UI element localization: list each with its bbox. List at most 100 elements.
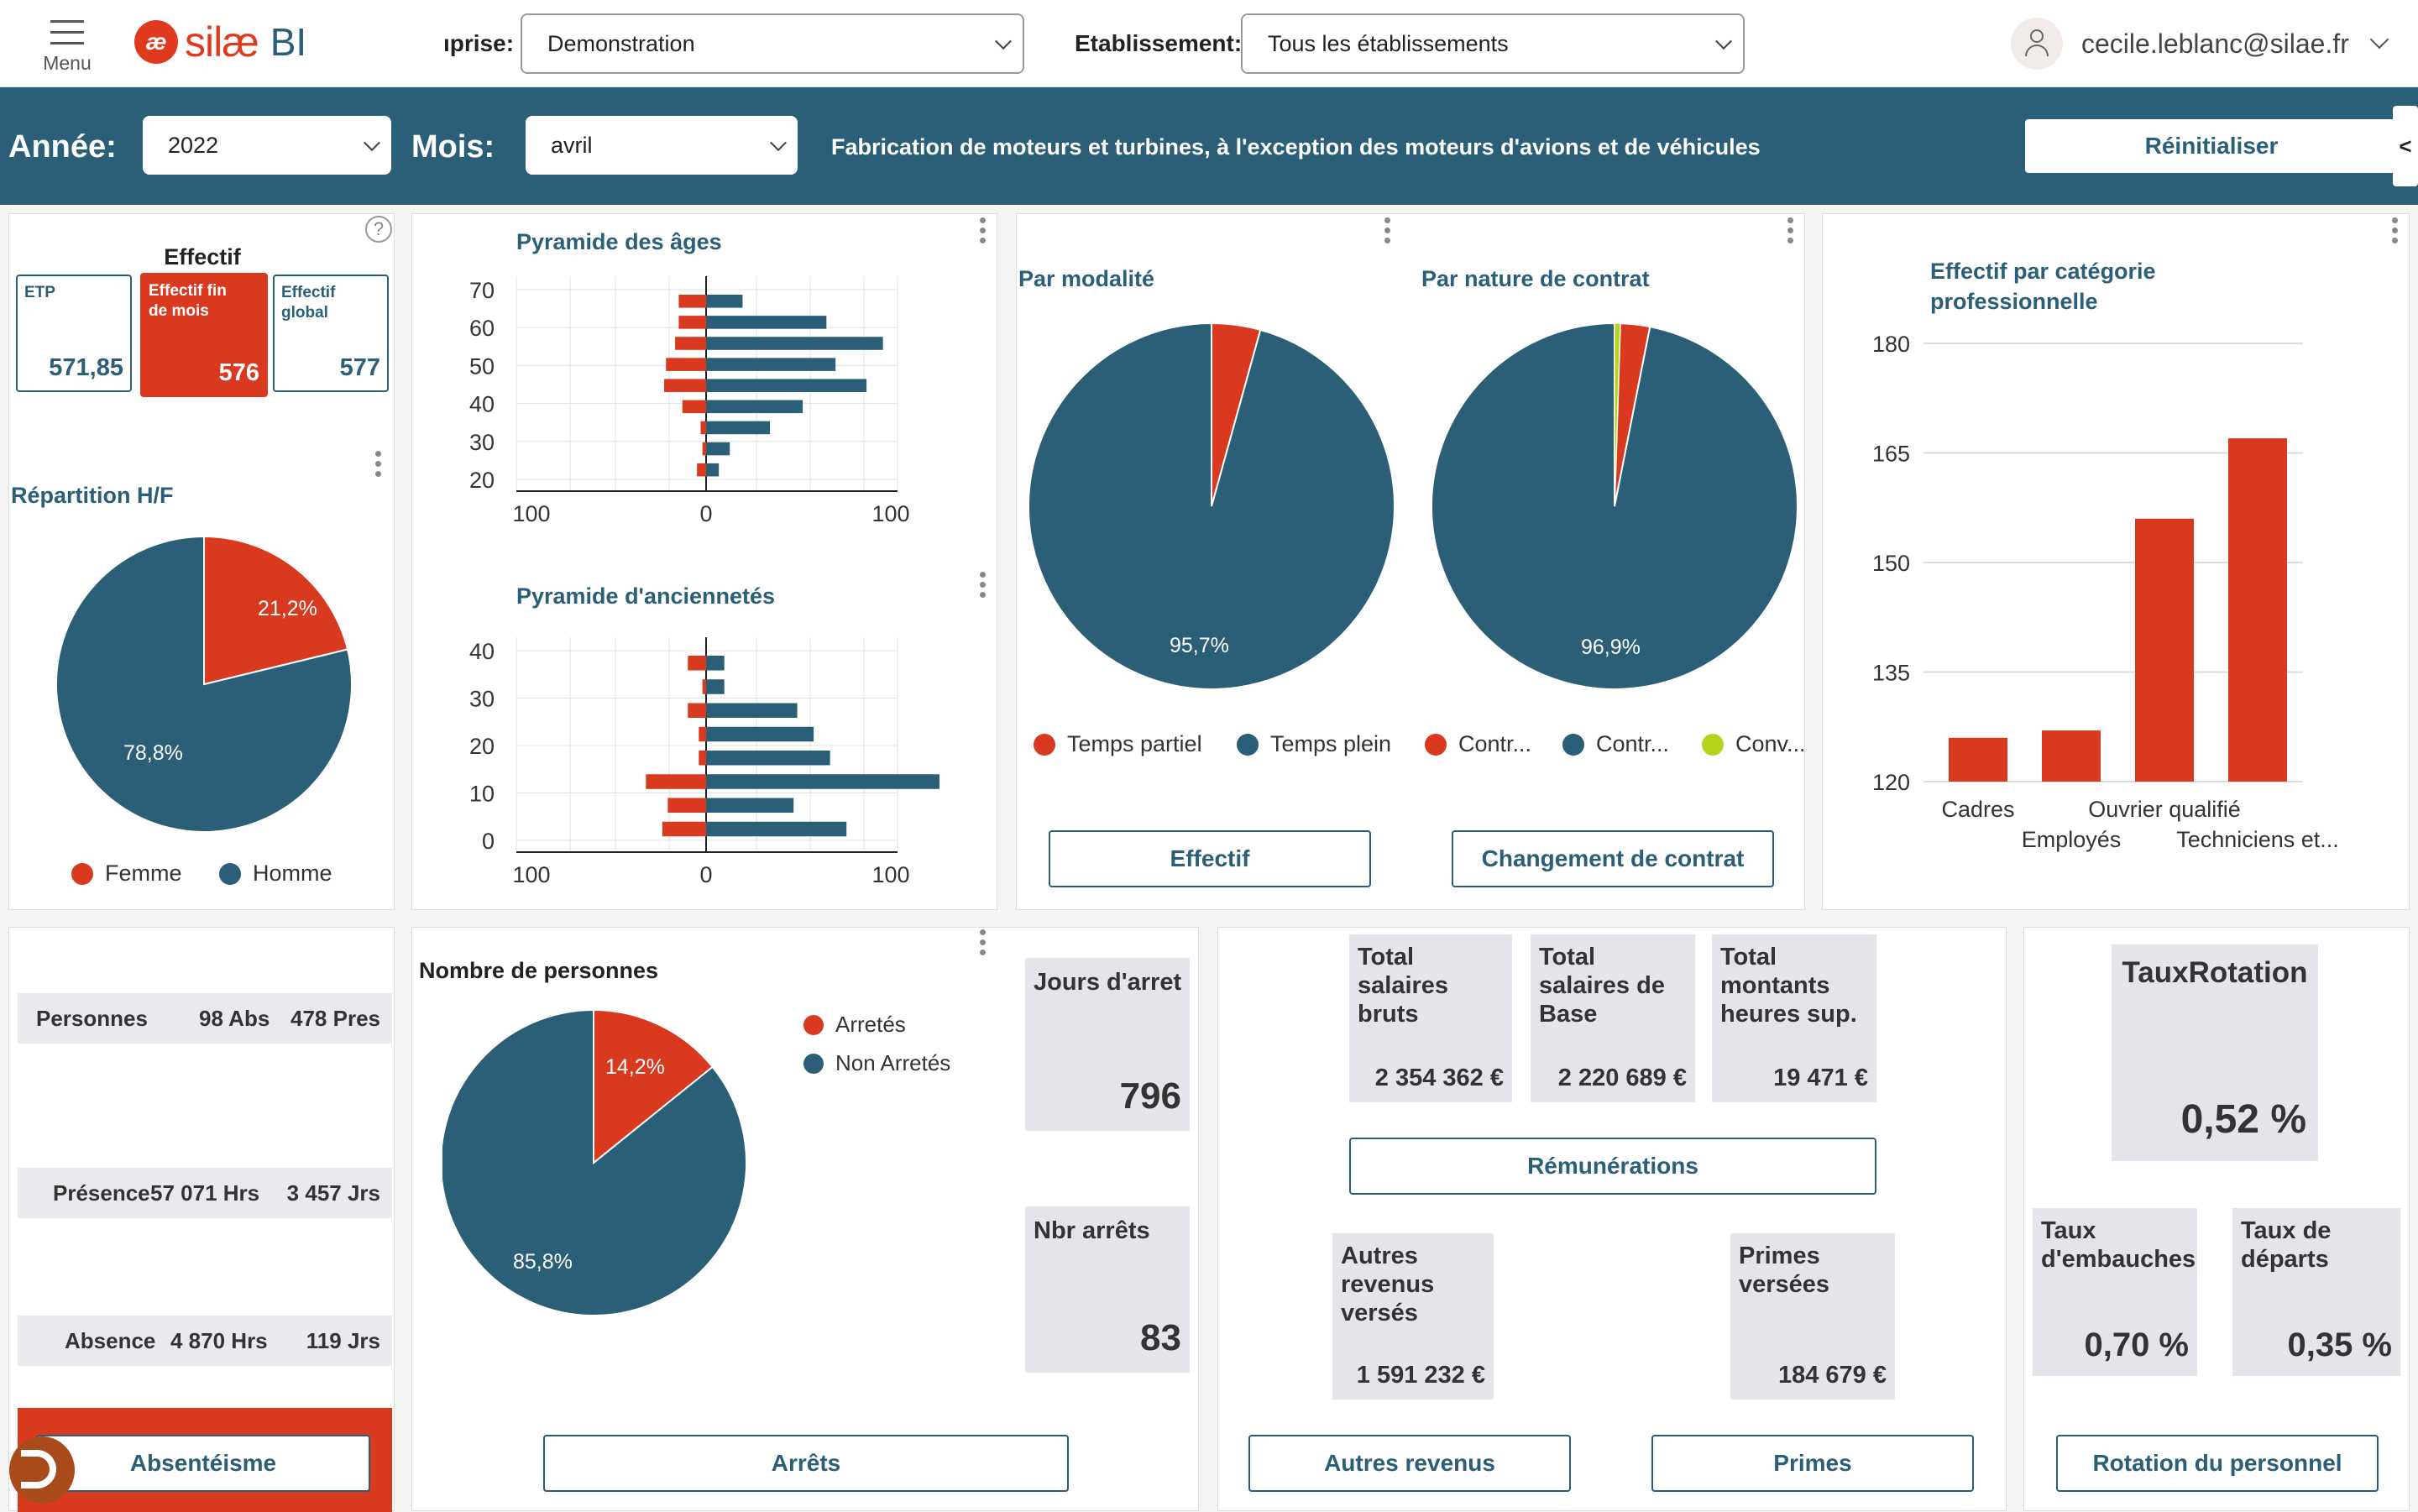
effectif-button[interactable]: Effectif [1049,830,1371,887]
bar-female [699,726,706,742]
x-tick-label: 100 [512,501,550,526]
legend-arretes[interactable]: Arretés [803,1012,906,1038]
bar-2 [2042,730,2101,782]
legend-non-arretes[interactable]: Non Arretés [803,1050,950,1076]
user-menu[interactable]: cecile.leblanc@silae.fr [2011,17,2389,71]
legend-homme[interactable]: Homme [219,861,332,887]
entreprise-select[interactable]: Demonstration [521,13,1024,74]
menu-button[interactable]: Menu [34,15,101,76]
kpi-fin-value: 576 [218,359,259,386]
kebab-menu-icon[interactable] [1787,217,1794,246]
collapse-sidebar-button[interactable]: < [2393,106,2418,186]
y-tick-label: 165 [1872,442,1910,467]
y-tick-label: 135 [1872,661,1910,686]
bar-male [706,656,725,671]
pie-slice-arretes [593,1010,714,1165]
pyramide-ages-chart: 70 60 50 40 30 20 100 0 100 [469,276,910,526]
kpi-etp[interactable]: ETP 571,85 [16,275,132,392]
taux-embauches-label: Taux d'embauches [2041,1217,2196,1273]
annee-select[interactable]: 2022 [143,116,391,175]
legend-homme-label: Homme [253,861,332,886]
presence-hrs: 57 071 Hrs [150,1180,260,1206]
bar-male [706,316,827,329]
kebab-menu-icon[interactable] [980,929,987,958]
bar-female [682,400,706,414]
logo-bi: BI [270,20,307,64]
changement-contrat-button[interactable]: Changement de contrat [1452,830,1774,887]
arrets-button[interactable]: Arrêts [543,1435,1069,1492]
entreprise-value: Demonstration [547,30,695,56]
y-tick-label: 60 [469,316,495,341]
legend-contrat-2[interactable]: Contr... [1562,731,1669,757]
legend-temps-partiel[interactable]: Temps partiel [1034,731,1202,757]
kebab-menu-icon[interactable] [1384,217,1391,246]
pyramides-panel: Pyramide des âges 70 60 50 40 30 20 100 0 100 Py… [411,213,997,910]
mois-value: avril [551,132,593,158]
bar-female [646,774,706,789]
y-tick-label: 150 [1872,551,1910,576]
autres-revenus-button[interactable]: Autres revenus [1248,1435,1571,1492]
legend-temps-plein[interactable]: Temps plein [1237,731,1391,757]
bar-4 [2228,438,2287,782]
salaires-base-card: Total salaires de Base 2 220 689 € [1531,934,1695,1102]
primes-button[interactable]: Primes [1651,1435,1974,1492]
absenteisme-button[interactable]: Absentéisme [36,1435,370,1492]
modalite-pie: 95,7% [1028,322,1395,690]
mois-label: Mois: [411,129,495,165]
kpi-effectif-fin[interactable]: Effectif fin de mois 576 [140,273,268,397]
bar-female [702,442,706,456]
kpi-effectif-global[interactable]: Effectif global 577 [273,275,389,392]
y-tick-label: 0 [482,829,495,854]
legend-femme-label: Femme [105,861,182,886]
bar-male [706,421,770,435]
bar-male [706,703,798,719]
y-tick-label: 10 [469,782,495,807]
pie-label-femme: 21,2% [258,597,317,620]
pie-label-temps-plein: 95,7% [1170,634,1229,657]
rotation-panel: TauxRotation 0,52 % Taux d'embauches 0,7… [2023,927,2410,1511]
etablissement-select[interactable]: Tous les établissements [1241,13,1745,74]
taux-rotation-value: 0,52 % [2180,1097,2306,1142]
taux-rotation-label: TauxRotation [2122,956,2308,989]
y-tick-label: 30 [469,687,495,712]
taux-embauches-card: Taux d'embauches 0,70 % [2033,1208,2197,1376]
x-tick-label: 100 [512,862,550,887]
entreprise-label: ıprise: [443,30,515,56]
rotation-personnel-button[interactable]: Rotation du personnel [2056,1435,2379,1492]
legend-non-arretes-label: Non Arretés [835,1050,951,1075]
x-tick-label: Employés [2022,827,2122,852]
mois-select[interactable]: avril [526,116,798,175]
bar-female [667,798,706,814]
kebab-menu-icon[interactable] [980,572,987,600]
legend-arretes-label: Arretés [835,1012,906,1037]
x-tick-label: Cadres [1941,797,2014,822]
salaires-bruts-card: Total salaires bruts 2 354 362 € [1349,934,1512,1102]
bar-female [702,679,706,694]
legend-convention[interactable]: Conv... [1702,731,1806,757]
taux-embauches-value: 0,70 % [2084,1326,2189,1363]
legend-contrat-1[interactable]: Contr... [1425,731,1531,757]
jours-arret-value: 796 [1119,1075,1181,1117]
kebab-menu-icon[interactable] [2392,217,2399,246]
bar-male [706,295,743,308]
remunerations-button[interactable]: Rémunérations [1349,1138,1876,1195]
kebab-menu-icon[interactable] [375,451,382,479]
help-icon[interactable]: ? [365,216,392,243]
arrets-title: Nombre de personnes [419,958,659,983]
legend-femme[interactable]: Femme [71,861,182,887]
bar-female [675,337,706,350]
bar-male [706,679,725,694]
reset-button[interactable]: Réinitialiser [2025,119,2398,173]
taux-rotation-card: TauxRotation 0,52 % [2112,944,2318,1161]
personnes-abs: 98 Abs [199,1005,270,1031]
chevron-down-icon [995,33,1012,50]
chat-widget-icon[interactable] [9,1436,75,1504]
kebab-menu-icon[interactable] [980,217,987,246]
y-tick-label: 20 [469,468,495,493]
y-tick-label: 40 [469,639,495,664]
user-icon [2011,18,2063,70]
taux-departs-card: Taux de départs 0,35 % [2232,1208,2400,1376]
kpi-global-label: Effectif global [281,284,336,322]
bar-female [699,751,706,766]
